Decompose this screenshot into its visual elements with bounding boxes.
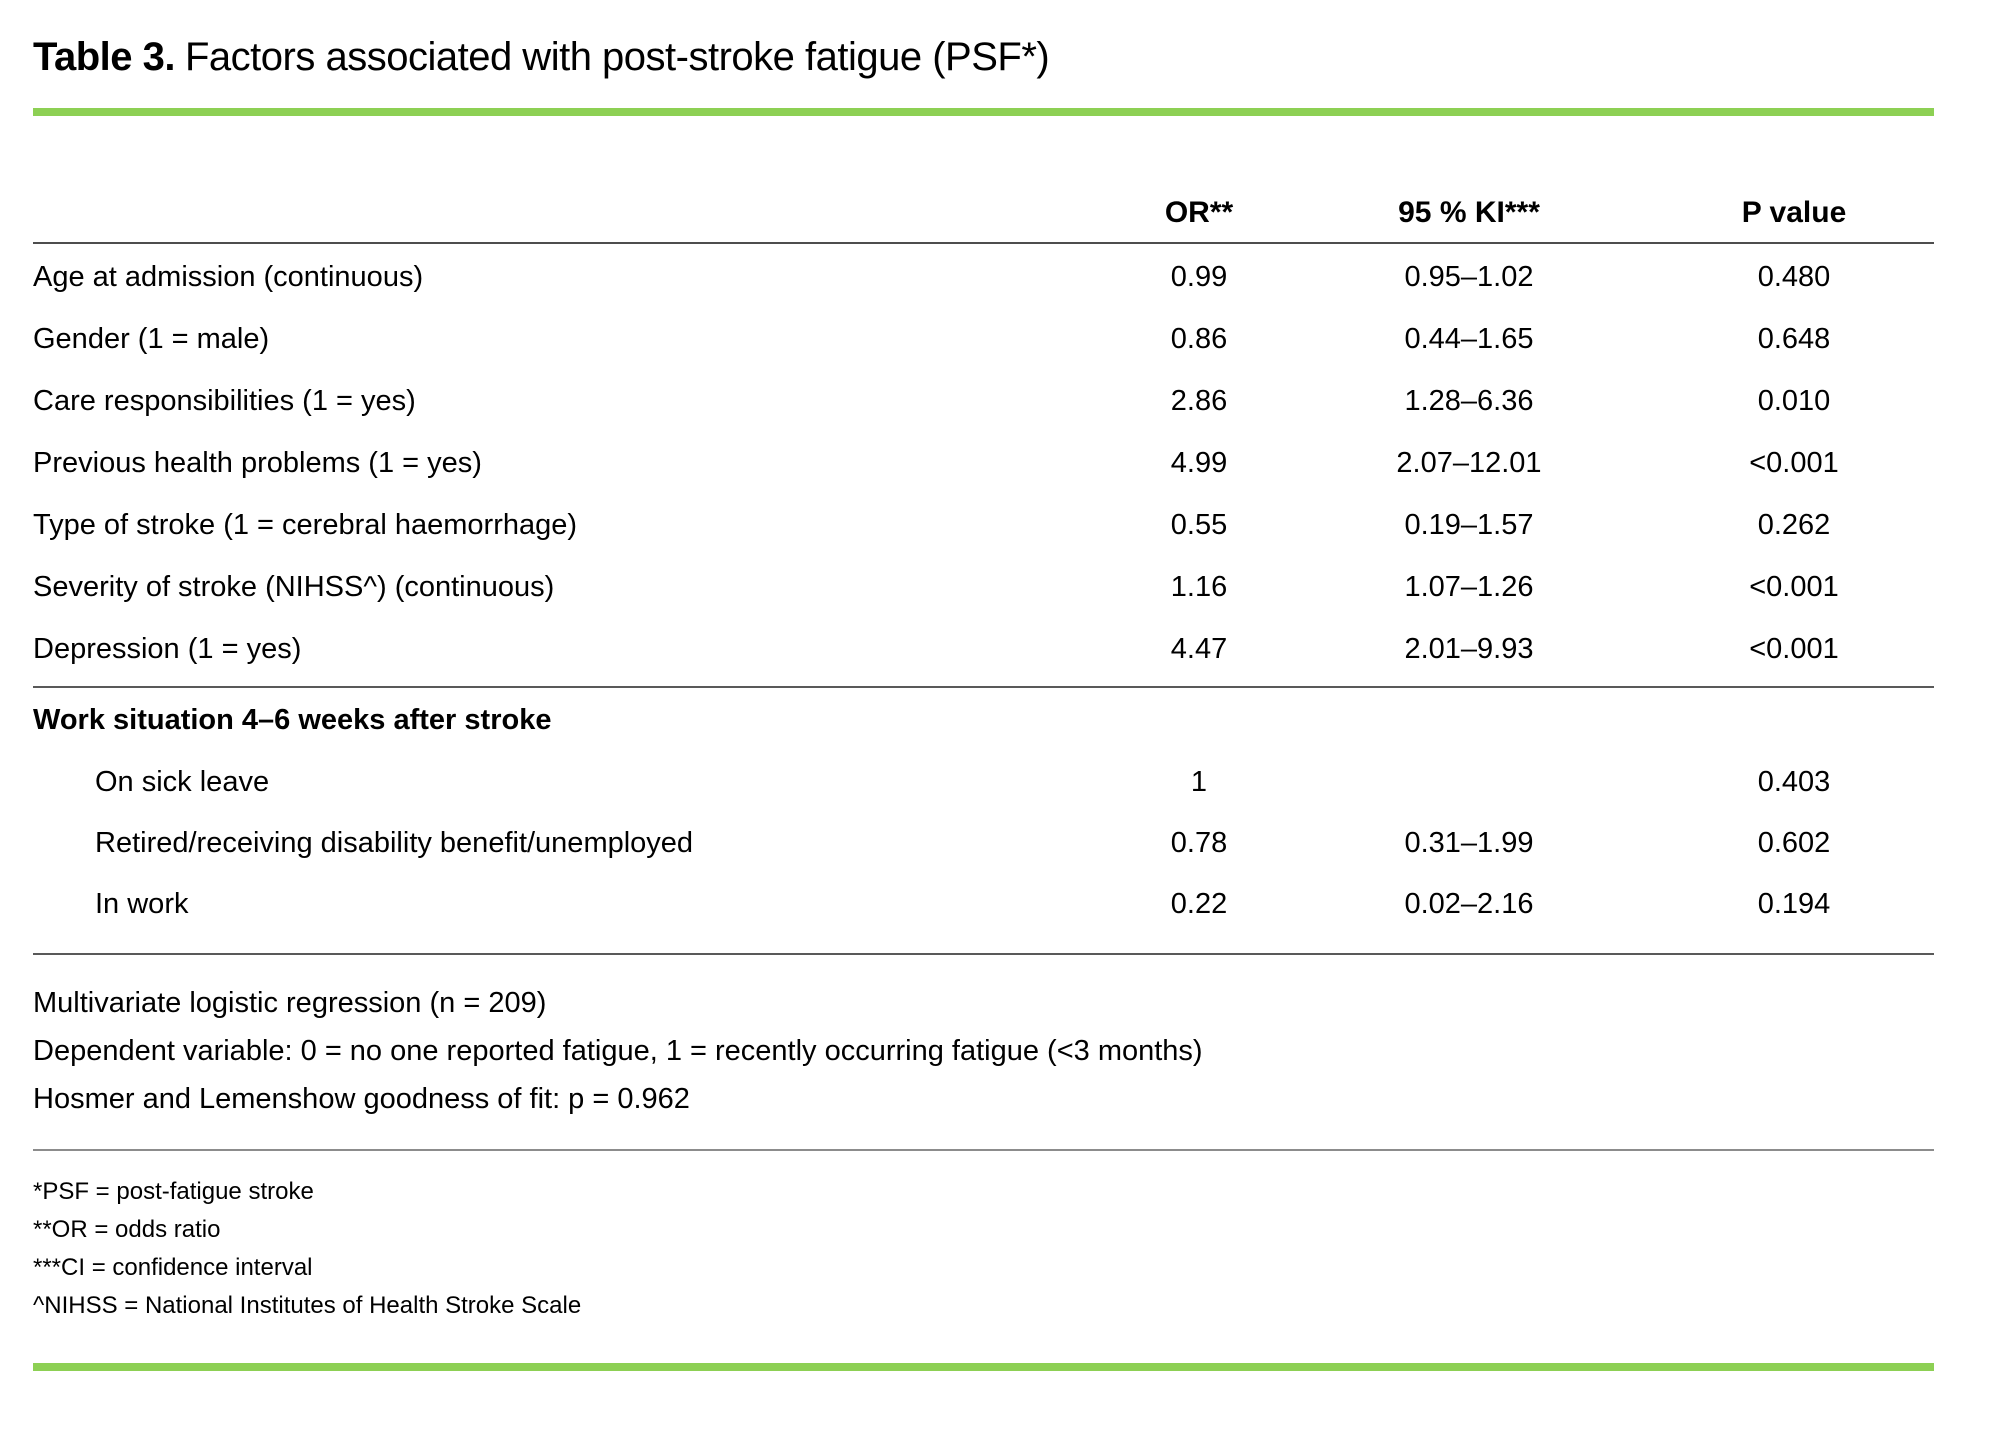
- results-table-body: Age at admission (continuous) 0.99 0.95–…: [33, 244, 1934, 686]
- or-value: 0.86: [1170, 322, 1228, 355]
- p-value: 0.262: [1757, 508, 1831, 541]
- p-value: 0.648: [1757, 322, 1831, 355]
- table-title-text: Factors associated with post-stroke fati…: [184, 35, 1050, 79]
- page-title: Table 3. Factors associated with post-str…: [33, 30, 1934, 84]
- or-value: 0.22: [1170, 888, 1228, 920]
- p-value: <0.001: [1749, 570, 1839, 603]
- table-row: Care responsibilities (1 = yes) 2.86 1.2…: [33, 370, 1934, 432]
- section-header: Work situation 4–6 weeks after stroke: [33, 703, 552, 736]
- or-value: 2.86: [1170, 384, 1228, 417]
- table-row: Previous health problems (1 = yes) 4.99 …: [33, 432, 1934, 494]
- header-rule: [33, 242, 1934, 244]
- row-label: Gender (1 = male): [33, 322, 270, 355]
- or-value: 0.78: [1170, 827, 1228, 859]
- section-header-row: Work situation 4–6 weeks after stroke: [33, 688, 1934, 752]
- row-label: Care responsibilities (1 = yes): [33, 384, 416, 417]
- row-label: Previous health problems (1 = yes): [33, 446, 482, 479]
- row-label: Depression (1 = yes): [33, 632, 302, 665]
- table-row: Gender (1 = male) 0.86 0.44–1.65 0.648: [33, 308, 1934, 370]
- ki-value: 2.01–9.93: [1404, 632, 1534, 665]
- bottom-accent-rule: [33, 1363, 1934, 1371]
- note-line: Multivariate logistic regression (n = 20…: [33, 987, 547, 1019]
- or-value: 4.99: [1170, 446, 1228, 479]
- or-value: 1.16: [1170, 570, 1228, 603]
- ki-value: 0.02–2.16: [1404, 888, 1534, 920]
- row-label: In work: [95, 888, 189, 920]
- section-rows: On sick leave 1 0.403 Retired/receiving …: [33, 752, 1934, 953]
- table-row: In work 0.22 0.02–2.16 0.194: [33, 874, 1934, 935]
- ki-value: 0.44–1.65: [1404, 322, 1534, 355]
- table-row: Severity of stroke (NIHSS^) (continuous)…: [33, 556, 1934, 618]
- footnotes-block: *PSF = post-fatigue stroke **OR = odds r…: [33, 1151, 1934, 1325]
- ki-value: 1.07–1.26: [1404, 570, 1534, 603]
- ki-value: 0.95–1.02: [1404, 260, 1534, 293]
- col-header-or: OR**: [1164, 196, 1234, 229]
- row-label: Type of stroke (1 = cerebral haemorrhage…: [33, 508, 578, 541]
- table-row: Retired/receiving disability benefit/une…: [33, 813, 1934, 874]
- footnote-line: ^NIHSS = National Institutes of Health S…: [33, 1292, 582, 1319]
- or-value: 4.47: [1170, 632, 1228, 665]
- p-value: 0.194: [1757, 888, 1831, 920]
- note-line: Hosmer and Lemenshow goodness of fit: p …: [33, 1083, 690, 1115]
- or-value: 1: [1190, 766, 1208, 798]
- or-value: 0.55: [1170, 508, 1228, 541]
- col-header-p: P value: [1741, 196, 1847, 229]
- row-label: Age at admission (continuous): [33, 260, 424, 293]
- note-line: Dependent variable: 0 = no one reported …: [33, 1035, 1203, 1067]
- p-value: <0.001: [1749, 632, 1839, 665]
- p-value: 0.403: [1757, 766, 1831, 798]
- row-label: Retired/receiving disability benefit/une…: [95, 827, 694, 859]
- table-header-row: OR** 95 % KI*** P value: [33, 184, 1934, 242]
- footnote-divider-rule: [33, 1149, 1934, 1151]
- col-header-ki: 95 % KI***: [1398, 196, 1540, 229]
- p-value: 0.010: [1757, 384, 1831, 417]
- table-row: Depression (1 = yes) 4.47 2.01–9.93 <0.0…: [33, 618, 1934, 680]
- top-accent-rule: [33, 108, 1934, 116]
- footnote-line: *PSF = post-fatigue stroke: [33, 1178, 314, 1205]
- p-value: <0.001: [1749, 446, 1839, 479]
- ki-value: 1.28–6.36: [1404, 384, 1534, 417]
- p-value: 0.480: [1757, 260, 1831, 293]
- table-row: Type of stroke (1 = cerebral haemorrhage…: [33, 494, 1934, 556]
- footnote-line: **OR = odds ratio: [33, 1216, 221, 1243]
- table-row: On sick leave 1 0.403: [33, 752, 1934, 813]
- ki-value: 2.07–12.01: [1396, 446, 1542, 479]
- table-row: Age at admission (continuous) 0.99 0.95–…: [33, 246, 1934, 308]
- or-value: 0.99: [1170, 260, 1228, 293]
- row-label: Severity of stroke (NIHSS^) (continuous): [33, 570, 555, 603]
- table-number-label: Table 3.: [33, 35, 175, 79]
- footnote-line: ***CI = confidence interval: [33, 1254, 313, 1281]
- table-bottom-rule: [33, 953, 1934, 955]
- ki-value: 0.19–1.57: [1404, 508, 1534, 541]
- row-label: On sick leave: [95, 766, 270, 798]
- notes-block: Multivariate logistic regression (n = 20…: [33, 955, 1934, 1149]
- ki-value: 0.31–1.99: [1404, 827, 1534, 859]
- section-divider-rule: [33, 686, 1934, 688]
- p-value: 0.602: [1757, 827, 1831, 859]
- paper-table-page: Table 3. Factors associated with post-str…: [33, 30, 1934, 1371]
